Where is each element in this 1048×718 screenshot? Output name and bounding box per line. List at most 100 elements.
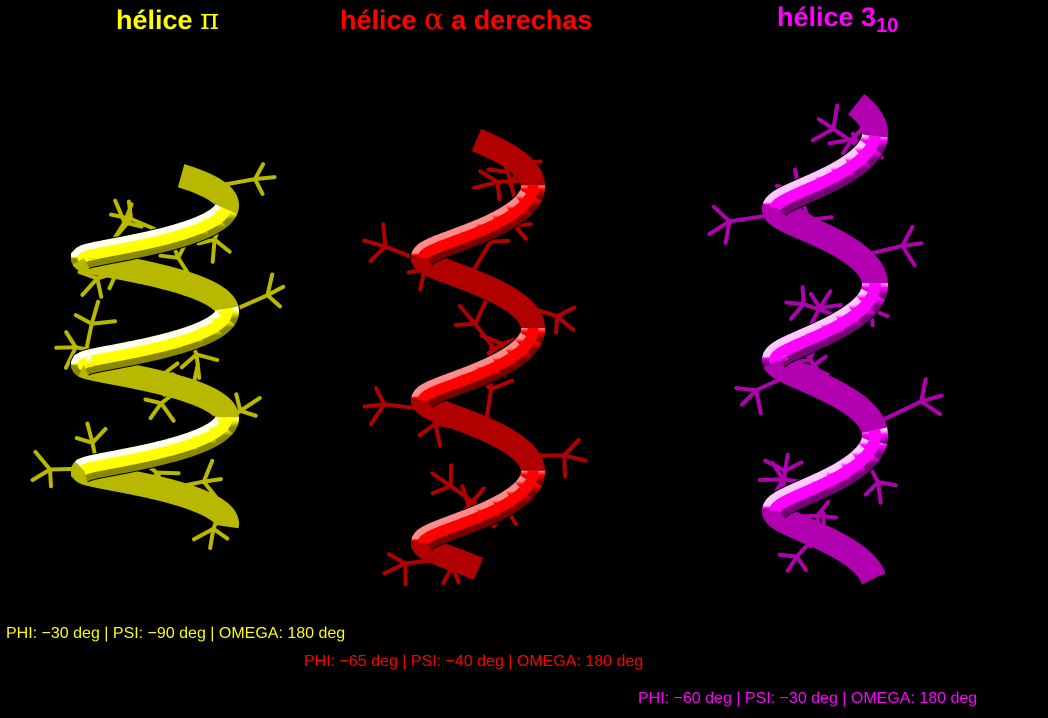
ribbon-highlight-segment (200, 213, 223, 233)
ribbon-back-segment (777, 508, 802, 539)
ribbon-back-segment (455, 407, 484, 438)
ribbon-back-segment (428, 539, 450, 568)
ribbon-highlight-segment (112, 240, 139, 256)
ribbon-back-segment (197, 171, 226, 202)
ribbon-highlight-segment (857, 143, 877, 164)
ribbon-highlight-segment (820, 319, 844, 339)
ribbon-highlight-segment (151, 336, 181, 354)
pi-helix-ribbon (70, 164, 240, 529)
bond (562, 453, 567, 479)
ribbon-highlight-segment (422, 529, 437, 544)
ribbon-highlight-segment (507, 344, 528, 364)
bond (789, 302, 806, 321)
ribbon-highlight-segment (443, 375, 465, 393)
bond (453, 321, 478, 327)
bond (265, 284, 286, 298)
bond (900, 241, 924, 248)
bond (711, 204, 732, 224)
ribbon-back-segment (137, 259, 170, 290)
ribbon-back-segment (471, 414, 501, 445)
ribbon-highlight-segment (506, 201, 527, 221)
bond (794, 554, 808, 572)
ribbon-back-segment (809, 371, 839, 404)
bond (113, 198, 127, 225)
alpha-helix-title: hélice α a derechas (340, 2, 592, 36)
ribbon-highlight-segment (91, 351, 112, 366)
bond (815, 513, 838, 520)
ribbon-back-segment (210, 181, 238, 207)
ribbon-highlight-segment (94, 244, 117, 260)
bond (554, 314, 560, 335)
ribbon-highlight-segment (525, 470, 539, 485)
bond (763, 458, 787, 473)
ribbon-highlight-segment (790, 334, 812, 353)
ribbon-highlight-segment (518, 335, 536, 354)
bond (783, 460, 804, 473)
ribbon-back-segment (854, 252, 884, 281)
bond (430, 471, 453, 488)
ribbon-back-segment (781, 359, 807, 390)
bond (368, 244, 388, 263)
ribbon-highlight-segment (804, 327, 827, 346)
bond (362, 402, 387, 409)
ribbon-back-segment (440, 544, 466, 574)
ribbon-back-segment (773, 205, 798, 235)
bond (919, 393, 944, 404)
ribbon-back-segment (214, 194, 239, 215)
helix-310-title: hélice 310 (777, 2, 898, 38)
ribbon-back-segment (513, 441, 541, 469)
ribbon-highlight-segment (214, 206, 232, 224)
ribbon-highlight-segment (218, 417, 233, 431)
alpha-helix-ribbon (410, 128, 546, 580)
ribbon-highlight-segment (174, 329, 203, 348)
bond (201, 458, 215, 484)
ribbon-highlight-segment (77, 250, 89, 263)
ribbon-back-segment (427, 397, 450, 426)
bond (159, 401, 176, 423)
alpha-helix-title-word: hélice (340, 5, 417, 35)
bond (495, 179, 502, 202)
ribbon-back-segment (440, 401, 466, 431)
bond (192, 526, 216, 542)
bond (85, 421, 95, 445)
ribbon-highlight-segment (88, 459, 108, 473)
ribbon-highlight-segment (180, 221, 208, 240)
ribbon-back-segment (160, 265, 193, 297)
ribbon-highlight-segment (860, 291, 879, 311)
bond (386, 552, 408, 566)
bond (478, 169, 500, 184)
ribbon-back-segment (762, 201, 788, 221)
bond (90, 427, 108, 445)
ribbon-back-segment (212, 290, 239, 314)
ribbon-back-segment (794, 364, 823, 396)
ribbon-back-segment (856, 558, 886, 585)
bond (154, 470, 181, 476)
ribbon-highlight-segment (169, 437, 198, 456)
ribbon-back-segment (418, 394, 439, 421)
bond (809, 292, 822, 310)
ribbon-back-segment (171, 481, 204, 513)
bond (143, 397, 164, 406)
bond (253, 175, 277, 182)
ribbon-highlight-segment (525, 185, 539, 200)
helix-310-title-sub: 10 (876, 15, 899, 37)
ribbon-highlight-segment (518, 193, 536, 211)
bond (48, 467, 53, 489)
ribbon-back-segment (770, 355, 794, 384)
bond (374, 386, 387, 407)
bond (95, 276, 104, 299)
ribbon-back-segment (501, 431, 532, 461)
ribbon-back-segment (105, 466, 134, 495)
bond (784, 300, 806, 307)
ribbon-back-segment (120, 362, 151, 392)
helix-310-params: PHI: −60 deg | PSI: −30 deg | OMEGA: 180… (638, 690, 978, 707)
ribbon-back-segment (143, 367, 176, 398)
ribbon-back-segment (487, 136, 518, 168)
ribbon-highlight-segment (475, 504, 500, 523)
bond (800, 285, 806, 307)
ribbon-back-segment (182, 272, 214, 303)
bond (734, 386, 759, 393)
ribbon-back-segment (214, 509, 239, 529)
bond (77, 270, 100, 281)
